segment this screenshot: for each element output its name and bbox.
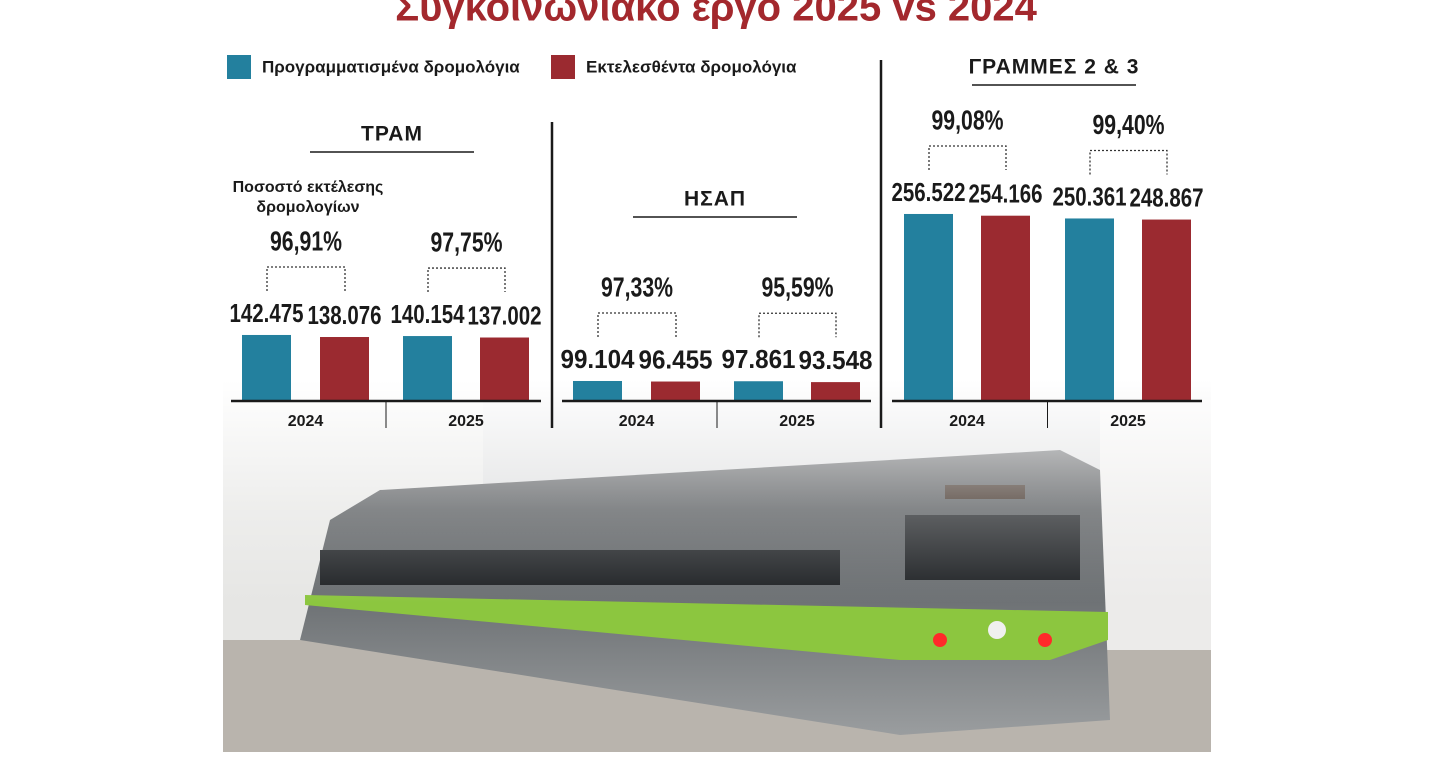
value-label: 142.475 — [230, 298, 304, 328]
chart-subtitle: Ποσοστό εκτέλεσης — [233, 179, 384, 196]
bar — [811, 382, 860, 401]
legend-label: Εκτελεσθέντα δρομολόγια — [586, 57, 797, 76]
value-label: 97.861 — [722, 344, 796, 374]
rate-bracket — [427, 267, 506, 293]
value-label: 93.548 — [799, 345, 873, 375]
rate-label: 95,59% — [762, 272, 834, 303]
photo — [223, 380, 1211, 752]
legend-label: Προγραμματισμένα δρομολόγια — [262, 57, 520, 76]
rate-label: 97,33% — [601, 271, 673, 302]
chart-title: ΗΣΑΠ — [684, 188, 746, 211]
x-tick-label: 2024 — [949, 413, 985, 430]
bar — [573, 380, 622, 401]
legend-swatch — [227, 55, 251, 79]
rate-label: 99,40% — [1093, 109, 1165, 140]
x-tick-label: 2024 — [619, 413, 655, 430]
value-label: 99.104 — [561, 344, 635, 374]
bar — [904, 213, 953, 401]
value-label: 137.002 — [468, 300, 542, 330]
chart-title: ΤΡΑΜ — [361, 123, 423, 146]
bar — [1065, 218, 1114, 401]
x-tick-label: 2025 — [779, 413, 815, 430]
value-label: 250.361 — [1053, 181, 1127, 211]
x-tick-label: 2024 — [288, 413, 324, 430]
rate-label: 96,91% — [270, 225, 342, 256]
rate-bracket — [928, 145, 1007, 170]
chart-title: ΓΡΑΜΜΕΣ 2 & 3 — [969, 56, 1140, 79]
rate-bracket — [758, 312, 837, 338]
rate-bracket — [597, 312, 677, 337]
chart-subtitle: δρομολογίων — [256, 199, 359, 216]
x-tick-label: 2025 — [448, 413, 484, 430]
value-label: 256.522 — [892, 177, 966, 207]
bar — [242, 334, 291, 401]
bar — [651, 381, 700, 401]
bar — [320, 337, 369, 401]
bar — [403, 336, 452, 401]
value-label: 96.455 — [639, 344, 713, 374]
rate-bracket — [1089, 149, 1168, 175]
rate-label: 97,75% — [431, 226, 503, 257]
x-tick-label: 2025 — [1110, 413, 1146, 430]
bar — [734, 381, 783, 401]
rate-label: 99,08% — [932, 104, 1004, 135]
page-title: Συγκοινωνιακό έργο 2025 vs 2024 — [395, 0, 1038, 30]
legend-swatch — [551, 55, 575, 79]
bar — [1142, 219, 1191, 401]
value-label: 254.166 — [969, 179, 1043, 209]
bar — [981, 215, 1030, 401]
value-label: 140.154 — [391, 299, 465, 329]
value-label: 138.076 — [308, 300, 382, 330]
rate-bracket — [266, 266, 346, 291]
value-label: 248.867 — [1130, 182, 1204, 212]
bar — [480, 337, 529, 401]
